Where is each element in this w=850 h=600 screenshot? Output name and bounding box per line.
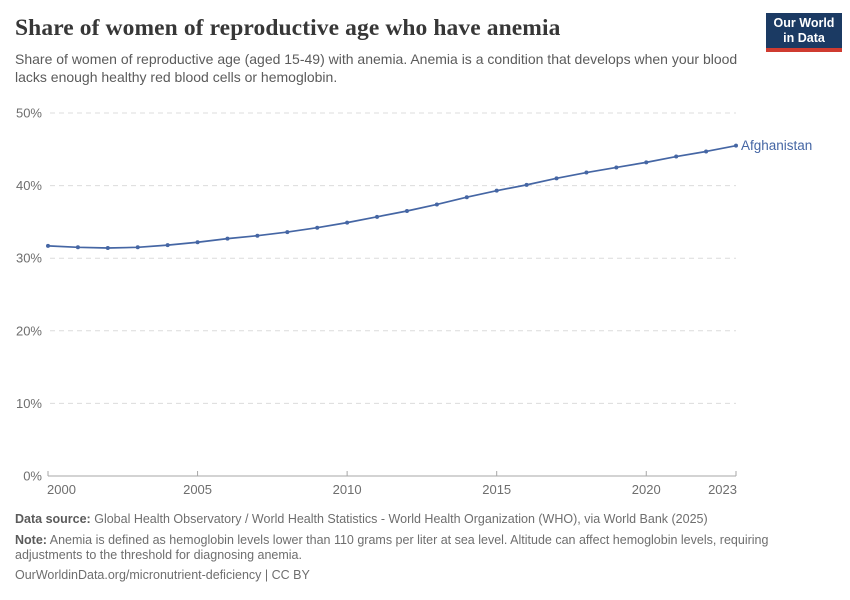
x-axis-label-2023: 2023 xyxy=(708,482,737,497)
data-point-2017[interactable] xyxy=(554,176,559,181)
data-source-label: Data source: xyxy=(15,512,91,526)
data-point-2018[interactable] xyxy=(584,170,589,175)
y-axis-label-40: 40% xyxy=(16,178,42,193)
data-point-2012[interactable] xyxy=(404,209,409,214)
data-point-2010[interactable] xyxy=(345,220,350,225)
data-point-2020[interactable] xyxy=(644,160,649,165)
data-source-text: Global Health Observatory / World Health… xyxy=(94,512,708,526)
x-axis-label-2000: 2000 xyxy=(47,482,76,497)
data-source-line: Data source: Global Health Observatory /… xyxy=(15,512,835,527)
data-point-2004[interactable] xyxy=(165,243,170,248)
data-point-2003[interactable] xyxy=(135,245,140,250)
x-axis-label-2010: 2010 xyxy=(333,482,362,497)
data-point-2005[interactable] xyxy=(195,240,200,245)
x-axis-label-2005: 2005 xyxy=(183,482,212,497)
data-point-2000[interactable] xyxy=(46,243,50,248)
y-axis-label-10: 10% xyxy=(16,396,42,411)
y-axis-label-0: 0% xyxy=(23,469,42,484)
data-point-2016[interactable] xyxy=(524,182,529,187)
data-point-2006[interactable] xyxy=(225,236,230,241)
data-point-2001[interactable] xyxy=(75,245,80,250)
x-axis-label-2015: 2015 xyxy=(482,482,511,497)
data-point-2002[interactable] xyxy=(105,246,110,251)
data-point-2013[interactable] xyxy=(434,202,439,207)
data-point-2009[interactable] xyxy=(315,225,320,230)
page-title: Share of women of reproductive age who h… xyxy=(15,15,561,41)
data-point-2007[interactable] xyxy=(255,233,260,238)
note-line: Note: Anemia is defined as hemoglobin le… xyxy=(15,533,821,562)
y-axis-label-50: 50% xyxy=(16,106,42,121)
logo-line-1: Our World xyxy=(773,16,835,30)
chart-subtitle: Share of women of reproductive age (aged… xyxy=(15,51,738,85)
data-point-2023[interactable] xyxy=(734,143,738,148)
data-point-2008[interactable] xyxy=(285,230,290,235)
line-chart-plot-area[interactable]: 0% 10% 20% 30% 40% 50% 2000 2005 2010 2015 2020 202… xyxy=(0,95,850,507)
y-axis-label-30: 30% xyxy=(16,251,42,266)
owid-logo: Our World in Data xyxy=(766,13,842,52)
note-text: Anemia is defined as hemoglobin levels l… xyxy=(15,533,769,562)
y-axis-label-20: 20% xyxy=(16,323,42,338)
owid-url-link[interactable]: OurWorldinData.org/micronutrient-deficie… xyxy=(15,568,310,582)
series-label-afghanistan[interactable]: Afghanistan xyxy=(741,138,812,153)
series-line-afghanistan xyxy=(47,144,737,249)
data-point-2021[interactable] xyxy=(674,154,679,159)
x-axis-label-2020: 2020 xyxy=(632,482,661,497)
data-point-2022[interactable] xyxy=(704,149,709,154)
data-point-2011[interactable] xyxy=(375,214,380,219)
note-label: Note: xyxy=(15,533,47,547)
data-point-2014[interactable] xyxy=(464,195,469,200)
data-point-2019[interactable] xyxy=(614,165,619,170)
logo-line-2: in Data xyxy=(783,31,825,45)
data-point-2015[interactable] xyxy=(494,188,499,193)
